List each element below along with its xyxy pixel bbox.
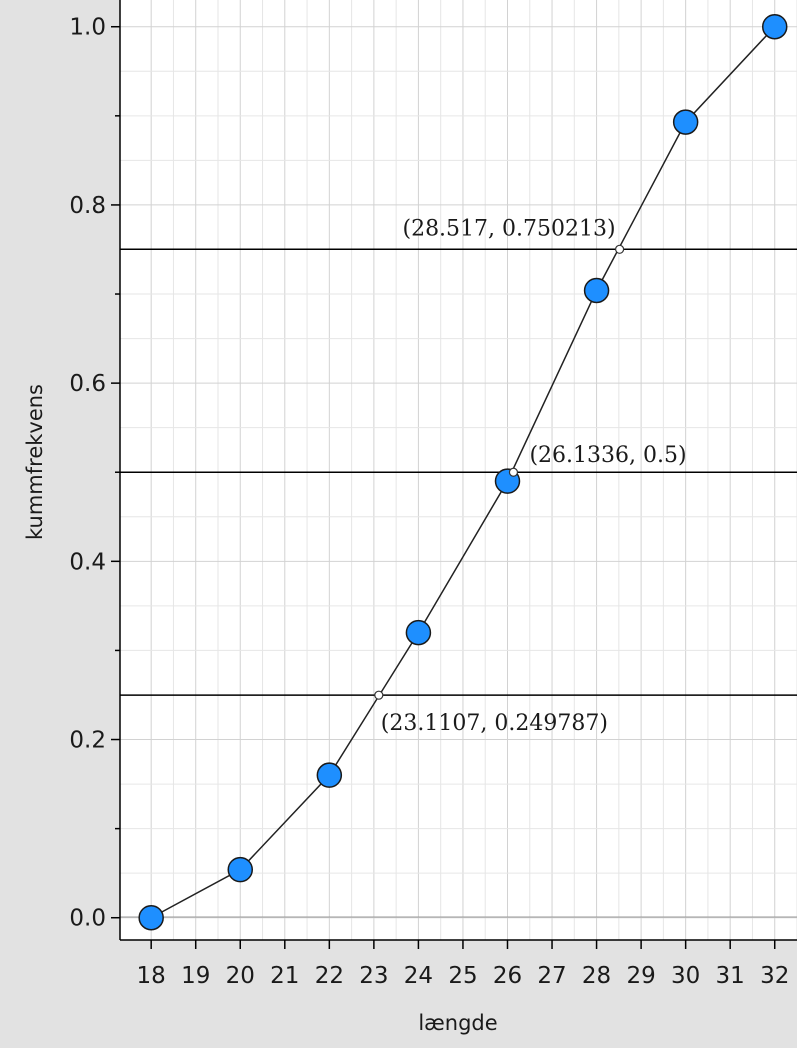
x-tick-label: 27 xyxy=(537,963,566,989)
reference-lines xyxy=(120,248,797,696)
annotations: (28.517, 0.750213) (26.1336, 0.5) (23.1107… xyxy=(374,216,687,736)
grid xyxy=(120,0,797,940)
intersection-marker xyxy=(374,690,384,700)
x-tick-label: 22 xyxy=(315,963,344,989)
data-point xyxy=(405,619,432,646)
data-point xyxy=(583,277,610,304)
x-tick-label: 32 xyxy=(760,963,789,989)
x-tick-label: 19 xyxy=(181,963,210,989)
x-tick-label: 23 xyxy=(359,963,388,989)
data-point xyxy=(138,904,164,931)
intersection-marker xyxy=(614,244,625,254)
data-point xyxy=(672,109,699,135)
plot-area xyxy=(120,0,797,940)
series xyxy=(138,13,788,931)
y-tick-label: 0.8 xyxy=(69,193,106,219)
x-tick-label: 29 xyxy=(626,963,655,989)
y-tick-label: 0.4 xyxy=(69,549,106,575)
y-axis-title: kummfrekvens xyxy=(23,384,47,540)
x-tick-label: 28 xyxy=(582,963,611,989)
data-point xyxy=(227,856,254,883)
annotation-label: (28.517, 0.750213) xyxy=(402,216,615,241)
series-line xyxy=(150,26,776,919)
data-point xyxy=(761,13,788,40)
y-tick-label: 0.2 xyxy=(69,728,106,754)
y-tick-label: 0.6 xyxy=(69,371,106,397)
data-point xyxy=(316,762,343,788)
x-tick-label: 25 xyxy=(448,963,477,989)
x-tick-label: 30 xyxy=(671,963,700,989)
x-tick-label: 26 xyxy=(493,963,522,989)
x-tick-label: 20 xyxy=(226,963,255,989)
x-tick-label: 31 xyxy=(716,963,745,989)
y-tick-label: 1.0 xyxy=(69,15,106,41)
x-tick-label: 18 xyxy=(137,963,166,989)
ticks: 18 19 20 21 22 23 24 25 26 27 28 29 30 31 32 0.0 0.2 0.4 0… xyxy=(69,15,789,989)
intersection-marker xyxy=(508,467,519,477)
annotation-label: (26.1336, 0.5) xyxy=(529,443,686,468)
x-tick-label: 24 xyxy=(404,963,433,989)
x-axis-title: længde xyxy=(418,1011,497,1035)
annotation-label: (23.1107, 0.249787) xyxy=(381,711,608,736)
y-tick-label: 0.0 xyxy=(69,906,106,932)
x-tick-label: 21 xyxy=(270,963,299,989)
